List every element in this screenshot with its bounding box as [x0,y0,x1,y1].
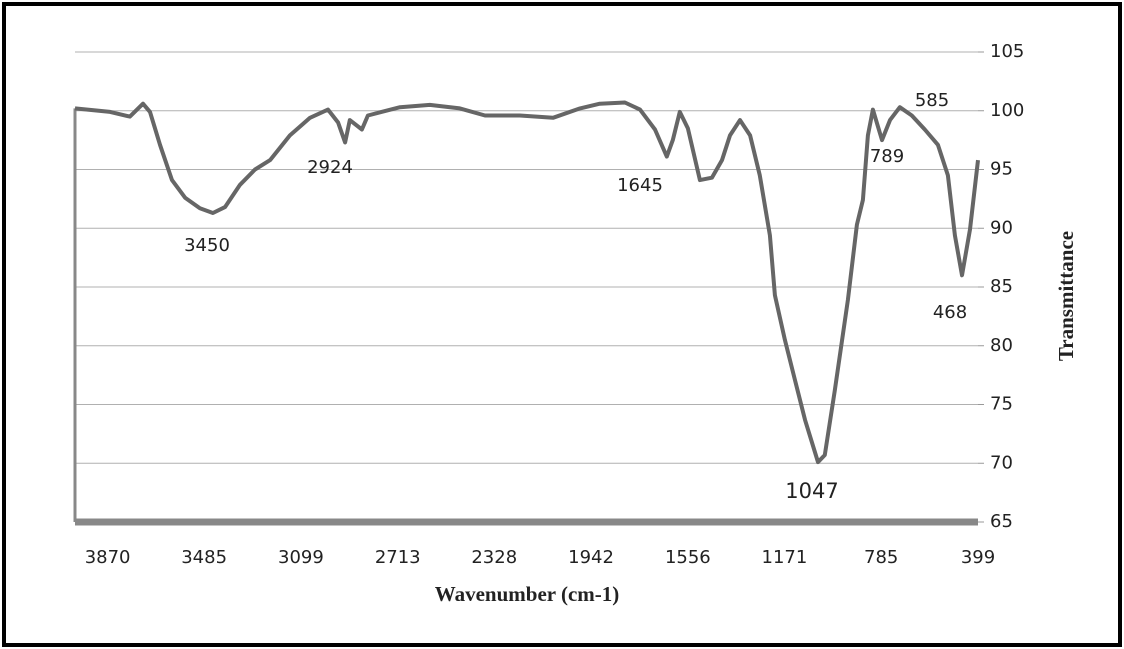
y-tick-label: 70 [990,452,1013,473]
x-tick-label: 1171 [762,547,808,568]
peak-label: 2924 [307,157,353,178]
peak-label: 3450 [184,235,230,256]
y-tick-label: 65 [990,511,1013,532]
y-tick-label: 85 [990,276,1013,297]
peak-label: 789 [870,146,904,167]
x-tick-label: 785 [864,547,898,568]
spectrum-line [74,100,980,465]
x-tick-label: 2713 [375,547,421,568]
y-axis-label: Transmittance [1054,231,1078,361]
x-tick-label: 3099 [278,547,324,568]
peak-label: 1645 [617,175,663,196]
x-tick-label: 3870 [85,547,131,568]
y-tick-label: 95 [990,159,1013,180]
x-tick-label: 1942 [568,547,614,568]
y-tick-label: 100 [990,100,1024,121]
x-tick-label: 1556 [665,547,711,568]
y-tick-label: 80 [990,335,1013,356]
x-tick-label: 399 [961,547,995,568]
peak-label: 468 [933,302,967,323]
y-tick-label: 105 [990,41,1024,62]
peak-label: 1047 [785,479,838,503]
y-tick-label: 75 [990,394,1013,415]
peak-label: 585 [915,90,949,111]
x-tick-label: 2328 [471,547,517,568]
x-tick-label: 3485 [181,547,227,568]
y-tick-label: 90 [990,217,1013,238]
x-axis-label: Wavenumber (cm-1) [435,582,620,606]
